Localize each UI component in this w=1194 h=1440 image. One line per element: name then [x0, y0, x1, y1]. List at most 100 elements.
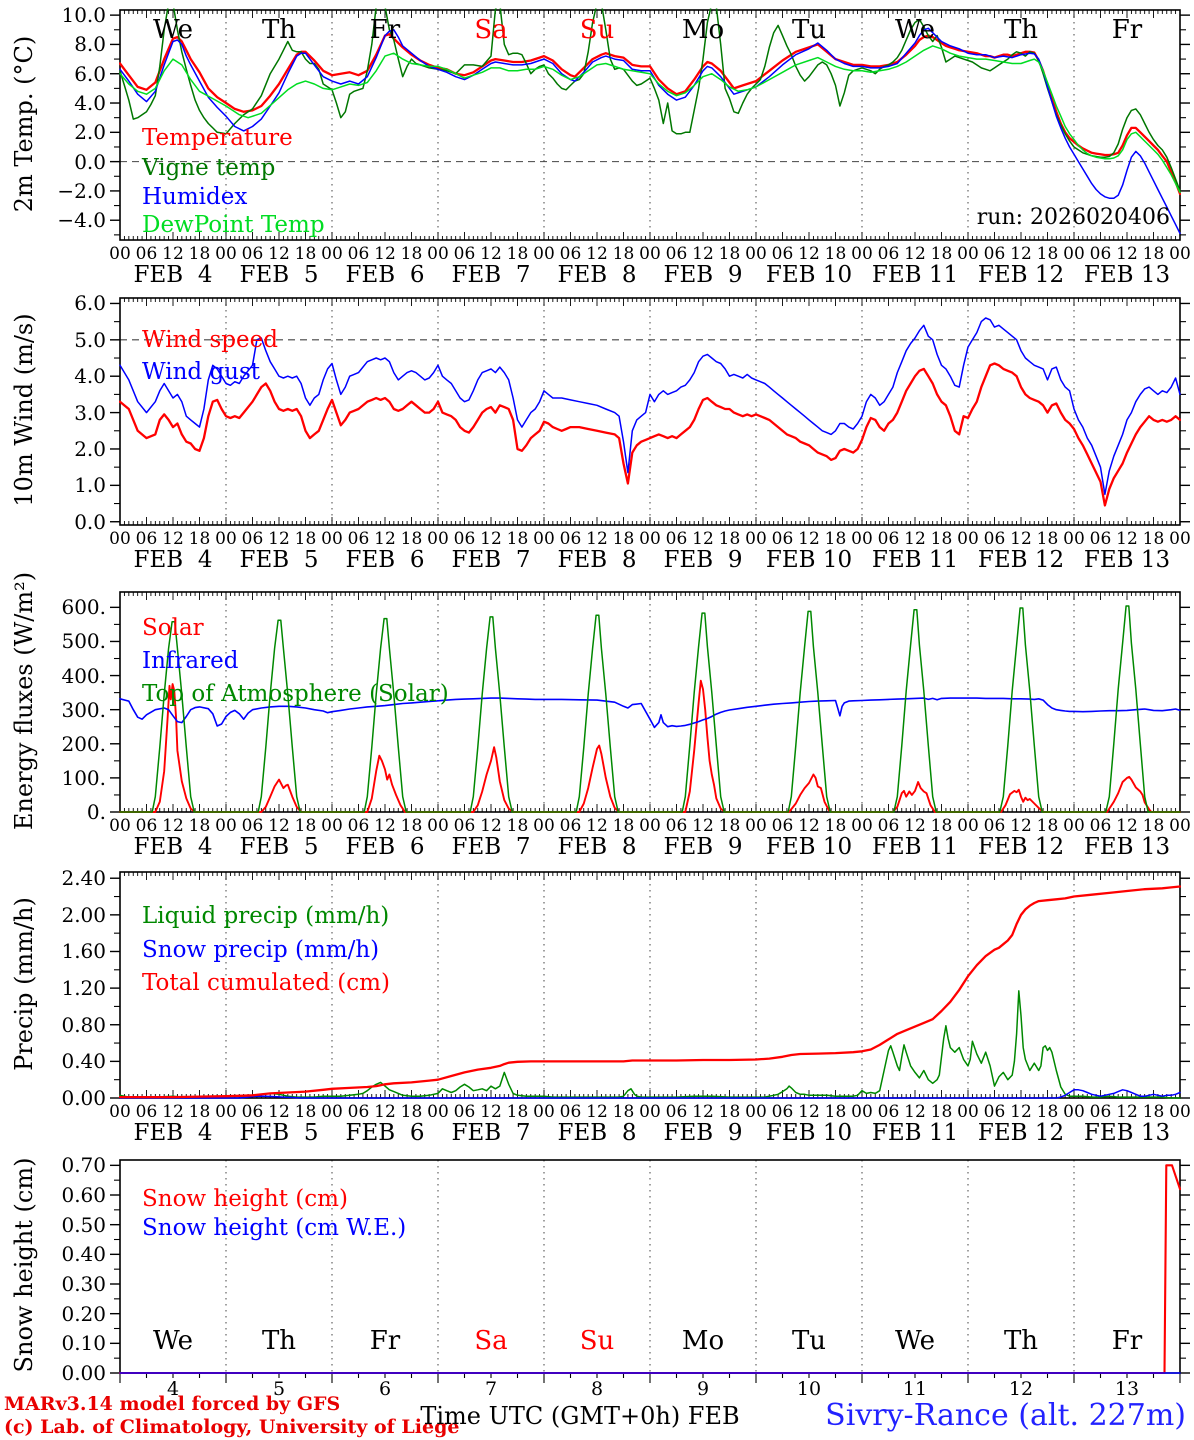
xtick-hour: 00 [215, 816, 237, 836]
xtick-hour: 06 [1089, 244, 1112, 264]
xtick-hour: 18 [930, 1102, 953, 1122]
legend-wind-1: Wind gust [142, 359, 261, 385]
xtick-date: FEB 5 [239, 547, 319, 573]
ytick-snow: 0.00 [61, 1361, 106, 1385]
xtick-hour: 00 [851, 816, 873, 836]
legend-wind-0: Wind speed [142, 327, 278, 353]
xtick-hour: 12 [1010, 816, 1032, 836]
ytick-energy: 600. [61, 595, 106, 620]
xtick-hour: 00 [427, 1102, 449, 1122]
xtick-date: FEB 7 [451, 547, 531, 573]
day-name-top: Mo [681, 15, 725, 45]
xtick-date: FEB 10 [765, 834, 853, 860]
day-number: 6 [378, 1378, 392, 1400]
xtick-hour: 00 [639, 529, 661, 549]
xtick-hour: 00 [1169, 244, 1191, 264]
xtick-hour: 18 [930, 816, 953, 836]
day-name-top: Th [1003, 15, 1039, 45]
day-number: 9 [696, 1378, 710, 1400]
xtick-hour: 00 [957, 1102, 979, 1122]
xtick-hour: 12 [586, 1102, 608, 1122]
day-number: 7 [484, 1378, 498, 1400]
series-snow-precip-mm-h- [119, 1089, 1181, 1099]
xtick-hour: 12 [1010, 529, 1032, 549]
xtick-hour: 12 [586, 244, 608, 264]
xtick-date: FEB 7 [451, 262, 531, 288]
xtick-hour: 00 [533, 529, 555, 549]
xtick-hour: 12 [374, 816, 396, 836]
xtick-hour: 18 [824, 1102, 847, 1122]
xtick-hour: 18 [718, 244, 741, 264]
xtick-hour: 12 [904, 1102, 926, 1122]
xtick-hour: 18 [1036, 816, 1059, 836]
xtick-date: FEB 11 [871, 547, 959, 573]
ytick-temp: 2.0 [74, 120, 106, 145]
xtick-hour: 06 [453, 529, 476, 549]
ytick-precip: 0.80 [61, 1012, 106, 1037]
xtick-hour: 06 [771, 244, 794, 264]
xtick-hour: 12 [1116, 529, 1138, 549]
xtick-hour: 06 [665, 244, 688, 264]
ytick-precip: 2.40 [61, 866, 106, 891]
xtick-hour: 18 [612, 244, 635, 264]
legend-temp-2: Humidex [142, 184, 248, 210]
xtick-hour: 12 [162, 816, 184, 836]
xtick-hour: 12 [904, 816, 926, 836]
xtick-hour: 12 [798, 1102, 820, 1122]
xtick-date: FEB 13 [1083, 1120, 1171, 1146]
day-name-bottom: Th [261, 1326, 297, 1356]
ytick-snow: 0.10 [61, 1331, 106, 1356]
xtick-hour: 18 [188, 816, 211, 836]
xtick-date: FEB 11 [871, 262, 959, 288]
day-number: 12 [1008, 1378, 1034, 1400]
ytick-temp: 0.0 [74, 149, 106, 174]
series-liquid-precip-mm-h- [119, 990, 1181, 1099]
xtick-hour: 12 [374, 529, 396, 549]
xtick-hour: 00 [321, 529, 343, 549]
legend-snow-1: Snow height (cm W.E.) [142, 1215, 407, 1241]
xtick-hour: 18 [294, 816, 317, 836]
xtick-hour: 00 [1063, 816, 1085, 836]
xtick-date: FEB 4 [133, 547, 213, 573]
day-name-bottom: Th [1003, 1326, 1039, 1356]
y-axis-title-wind: 10m Wind (m/s) [10, 313, 38, 507]
xtick-hour: 00 [215, 1102, 237, 1122]
xtick-hour: 06 [665, 1102, 688, 1122]
xtick-hour: 18 [612, 1102, 635, 1122]
xtick-hour: 00 [1063, 529, 1085, 549]
xtick-hour: 18 [824, 529, 847, 549]
xtick-hour: 00 [1063, 1102, 1085, 1122]
xtick-date: FEB 13 [1083, 834, 1171, 860]
xtick-hour: 12 [480, 816, 502, 836]
xtick-hour: 12 [1116, 816, 1138, 836]
xtick-date: FEB 4 [133, 1120, 213, 1146]
day-number: 5 [272, 1378, 286, 1400]
series-top-of-atmosphere-solar- [119, 605, 1181, 813]
ytick-temp: 6.0 [74, 61, 106, 86]
ytick-energy: 0. [86, 800, 106, 824]
xtick-hour: 12 [374, 1102, 396, 1122]
xtick-hour: 12 [904, 244, 926, 264]
day-number: 13 [1114, 1378, 1140, 1400]
legend-temp-0: Temperature [142, 125, 293, 151]
day-name-top: Tu [791, 15, 827, 45]
ytick-wind: 3.0 [74, 400, 106, 425]
xtick-hour: 06 [983, 1102, 1006, 1122]
xtick-hour: 18 [612, 816, 635, 836]
xtick-date: FEB 12 [977, 262, 1065, 288]
xtick-hour: 12 [480, 529, 502, 549]
ytick-precip: 0.40 [61, 1049, 106, 1074]
xtick-hour: 06 [241, 529, 264, 549]
xtick-hour: 18 [1036, 529, 1059, 549]
xtick-hour: 00 [321, 244, 343, 264]
xtick-hour: 12 [480, 1102, 502, 1122]
xtick-hour: 06 [241, 816, 264, 836]
xtick-hour: 18 [612, 529, 635, 549]
xtick-hour: 18 [188, 244, 211, 264]
xtick-hour: 18 [294, 244, 317, 264]
xtick-hour: 12 [798, 244, 820, 264]
xtick-hour: 18 [930, 529, 953, 549]
ytick-temp: 4.0 [74, 91, 106, 116]
ytick-snow: 0.40 [61, 1242, 106, 1267]
